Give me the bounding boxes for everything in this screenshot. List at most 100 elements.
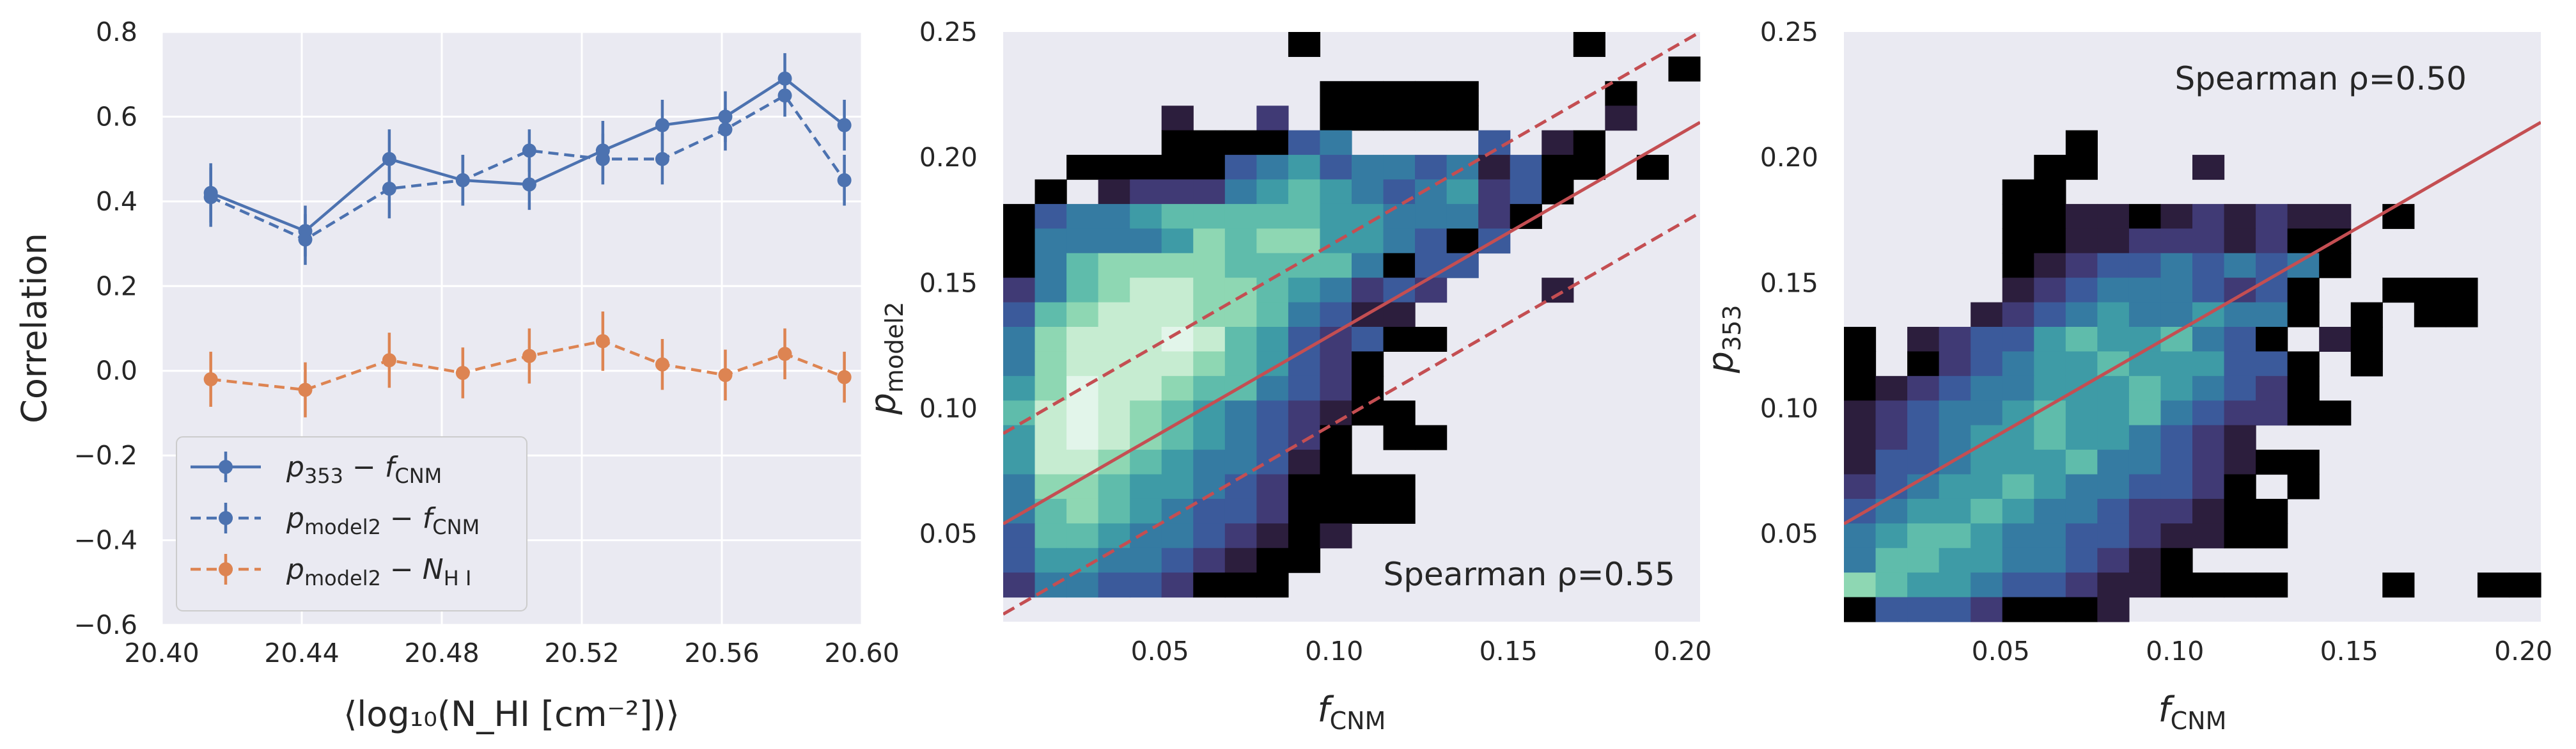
heatmap-cell [1003, 425, 1036, 450]
heatmap-cell [1383, 400, 1416, 426]
heatmap-cell [1446, 179, 1479, 205]
heatmap-cell [1130, 228, 1162, 254]
data-point [382, 181, 396, 196]
heatmap-cell [1256, 572, 1289, 598]
heatmap-cell [1320, 302, 1352, 327]
y-tick-label: 0.05 [1760, 519, 1818, 549]
y-tick-label: 0.4 [96, 186, 137, 217]
heatmap-cell [1256, 130, 1289, 155]
heatmap-cell [1003, 228, 1036, 254]
heatmap-cell [1066, 278, 1099, 303]
heatmap-cell [2002, 572, 2034, 598]
heatmap-cell [2192, 523, 2225, 549]
heatmap-cell [1939, 548, 1971, 573]
heatmap-cell [1130, 278, 1162, 303]
heatmap-cell [2097, 375, 2130, 401]
heatmap-cell [2446, 278, 2478, 303]
annotation-spearman-2: Spearman ρ=0.55 [1384, 556, 1675, 593]
heatmap-cell [2224, 228, 2256, 254]
heatmap-cell [2097, 498, 2130, 524]
heatmap-cell [2097, 548, 2130, 573]
heatmap-cell [1130, 572, 1162, 598]
heatmap-cell [1907, 375, 1940, 401]
heatmap-cell [1130, 179, 1162, 205]
heatmap-cell [2224, 351, 2256, 377]
heatmap-cell [1875, 572, 1908, 598]
heatmap-cell [1415, 81, 1448, 106]
heatmap-cell [1415, 228, 1448, 254]
heatmap-cell [1161, 351, 1194, 377]
panel-correlation: 20.40 20.44 20.48 20.52 20.56 20.60 −0.6 −0.4 −0… [14, 17, 900, 734]
heatmap-cell [1130, 400, 1162, 426]
heatmap-cell [2192, 450, 2225, 475]
heatmap-cell [2002, 302, 2034, 327]
heatmap-cell [2192, 474, 2225, 500]
heatmap-cell [1288, 179, 1321, 205]
heatmap-cell [2224, 572, 2256, 598]
heatmap-cell [2128, 327, 2162, 352]
heatmap-cell [2224, 474, 2256, 500]
heatmap-cell [2065, 155, 2098, 180]
data-point [718, 122, 733, 137]
heatmap-cell [2224, 450, 2256, 475]
series-2 [203, 74, 852, 265]
data-point [522, 177, 536, 192]
heatmap-cells-3 [1844, 130, 2541, 622]
heatmap-cell [2034, 498, 2066, 524]
heatmap-cell [2097, 278, 2130, 303]
heatmap-cell [2034, 278, 2066, 303]
heatmap-cell [2034, 351, 2066, 377]
heatmap-cell [2160, 572, 2193, 598]
x-tick-label: 20.48 [404, 638, 479, 668]
heatmap-cell [2160, 253, 2193, 278]
data-point [837, 118, 852, 132]
heatmap-cell [2287, 474, 2320, 500]
heatmap-cell [2224, 203, 2256, 229]
series-marks-1 [203, 53, 852, 418]
heatmap-cell [1383, 253, 1416, 278]
heatmap-cell [1320, 155, 1352, 180]
heatmap-cell [1161, 474, 1194, 500]
heatmap-cell [1288, 523, 1321, 549]
heatmap-cell [2192, 351, 2225, 377]
heatmap-cell [1939, 572, 1971, 598]
heatmap-cell [1415, 425, 1448, 450]
heatmap-cell [1320, 203, 1352, 229]
y-tick-label: 0.20 [1760, 142, 1818, 173]
heatmap-cell [1098, 203, 1130, 229]
heatmap-cell [1224, 425, 1257, 450]
heatmap-cell [2287, 351, 2320, 377]
heatmap-cell [1320, 523, 1352, 549]
heatmap-cell [1003, 375, 1036, 401]
heatmap-cell [1256, 474, 1289, 500]
heatmap-cell [2002, 228, 2034, 254]
heatmap-cell [1003, 400, 1036, 426]
x-tick-label: 0.05 [1972, 636, 2030, 666]
heatmap-cell [1161, 253, 1194, 278]
y-axis-label-3: p353 [1701, 305, 1746, 374]
heatmap-cell [2256, 572, 2288, 598]
heatmap-cell [2160, 400, 2193, 426]
heatmap-cell [1161, 179, 1194, 205]
panel-heatmap-353: 0.05 0.10 0.15 0.20 0.05 0.10 0.15 0.20 0.25 Spe… [1701, 17, 2552, 735]
heatmap-cell [2224, 327, 2256, 352]
heatmap-cell [1875, 400, 1908, 426]
heatmap-cell [2192, 572, 2225, 598]
x-tick-label: 0.10 [2146, 636, 2204, 666]
heatmap-cell [2477, 572, 2510, 598]
fit-line [1844, 121, 2541, 526]
heatmap-cell [1003, 302, 1036, 327]
heatmap-cell [1193, 179, 1226, 205]
heatmap-cell [1844, 450, 1877, 475]
heatmap-cell [1288, 548, 1321, 573]
data-point [777, 347, 792, 361]
heatmap-cell [2128, 523, 2162, 549]
fit-line-group [1844, 121, 2541, 526]
heatmap-cell [1193, 572, 1226, 598]
heatmap-cell [1907, 400, 1940, 426]
heatmap-cell [1003, 278, 1036, 303]
heatmap-cell [1573, 130, 1605, 155]
heatmap-cell [1446, 155, 1479, 180]
heatmap-cell [1844, 548, 1877, 573]
heatmap-cell [2097, 450, 2130, 475]
